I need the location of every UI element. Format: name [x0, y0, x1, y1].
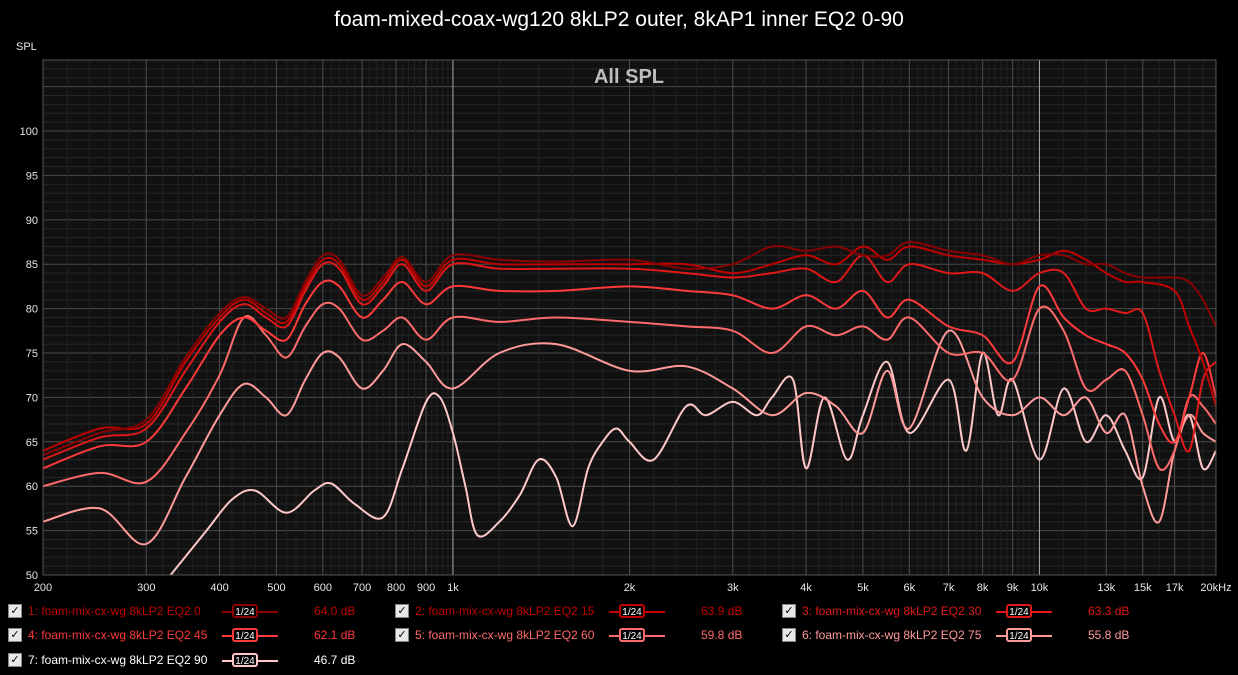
x-tick-label: 6k	[904, 582, 916, 594]
x-tick-label: 9k	[1007, 582, 1019, 594]
legend-item[interactable]: ✓ 4: foam-mix-cx-wg 8kLP2 EQ2 45 1/24 62.1 …	[8, 627, 388, 645]
series-line-7	[169, 351, 1217, 576]
x-tick-label: 500	[267, 582, 285, 594]
x-tick-label: 800	[387, 582, 405, 594]
legend-item[interactable]: ✓ 1: foam-mix-cx-wg 8kLP2 EQ2 0 1/24 64.0 d…	[8, 603, 388, 621]
y-tick-label: 100	[20, 126, 38, 138]
series-line-4	[42, 279, 1217, 470]
x-tick-label: 1k	[447, 582, 459, 594]
smoothing-badge[interactable]: 1/24	[232, 653, 258, 667]
legend-checkbox[interactable]: ✓	[395, 628, 409, 642]
legend-series-name: 4: foam-mix-cx-wg 8kLP2 EQ2 45	[28, 628, 208, 642]
y-tick-label: 65	[26, 437, 38, 449]
y-tick-label: 50	[26, 570, 38, 582]
legend-checkbox[interactable]: ✓	[782, 628, 796, 642]
x-tick-label: 7k	[943, 582, 955, 594]
x-tick-label: 2k	[624, 582, 636, 594]
y-axis-label: SPL	[16, 41, 37, 53]
legend-checkbox[interactable]: ✓	[8, 653, 22, 667]
y-tick-label: 80	[26, 304, 38, 316]
grid	[42, 59, 1217, 576]
axis-ticks: 200 300 400 500 600 700 800 900 1k 2k 3k 4k 5k 6k 7k 8k…	[20, 126, 1232, 594]
smoothing-badge[interactable]: 1/24	[619, 604, 645, 618]
x-tick-label: 5k	[857, 582, 869, 594]
y-tick-label: 95	[26, 170, 38, 182]
x-tick-label: 200	[34, 582, 52, 594]
legend-series-name: 1: foam-mix-cx-wg 8kLP2 EQ2 0	[28, 604, 201, 618]
legend-checkbox[interactable]: ✓	[8, 628, 22, 642]
x-tick-label: 8k	[977, 582, 989, 594]
series-line-6	[42, 329, 1217, 546]
y-tick-label: 90	[26, 215, 38, 227]
legend-item[interactable]: ✓ 3: foam-mix-cx-wg 8kLP2 EQ2 30 1/24 63.3 …	[782, 603, 1162, 621]
legend-item[interactable]: ✓ 2: foam-mix-cx-wg 8kLP2 EQ2 15 1/24 63.9 …	[395, 603, 775, 621]
smoothing-badge[interactable]: 1/24	[232, 628, 258, 642]
x-tick-label: 4k	[800, 582, 812, 594]
x-tick-label: 300	[137, 582, 155, 594]
legend-level-value: 63.9 dB	[701, 604, 743, 618]
legend-level-value: 59.8 dB	[701, 628, 743, 642]
x-tick-label: 15k	[1134, 582, 1152, 594]
y-tick-label: 85	[26, 259, 38, 271]
x-tick-label: 13k	[1097, 582, 1115, 594]
smoothing-badge[interactable]: 1/24	[232, 604, 258, 618]
y-tick-label: 70	[26, 392, 38, 404]
x-tick-label: 20kHz	[1200, 582, 1231, 594]
legend-series-name: 7: foam-mix-cx-wg 8kLP2 EQ2 90	[28, 653, 208, 667]
y-tick-label: 60	[26, 481, 38, 493]
legend-level-value: 63.3 dB	[1088, 604, 1130, 618]
smoothing-badge[interactable]: 1/24	[1006, 604, 1032, 618]
legend-series-name: 5: foam-mix-cx-wg 8kLP2 EQ2 60	[415, 628, 595, 642]
series-line-3	[42, 254, 1217, 461]
x-tick-label: 3k	[727, 582, 739, 594]
smoothing-badge[interactable]: 1/24	[1006, 628, 1032, 642]
legend-checkbox[interactable]: ✓	[8, 604, 22, 618]
legend-item[interactable]: ✓ 5: foam-mix-cx-wg 8kLP2 EQ2 60 1/24 59.8 …	[395, 627, 775, 645]
series-line-1	[42, 240, 1217, 457]
legend-series-name: 3: foam-mix-cx-wg 8kLP2 EQ2 30	[802, 604, 982, 618]
legend-level-value: 46.7 dB	[314, 653, 356, 667]
x-tick-label: 10k	[1031, 582, 1049, 594]
series-lines	[42, 240, 1217, 576]
smoothing-badge[interactable]: 1/24	[619, 628, 645, 642]
legend-checkbox[interactable]: ✓	[395, 604, 409, 618]
x-tick-label: 400	[210, 582, 228, 594]
legend-level-value: 64.0 dB	[314, 604, 356, 618]
legend-item[interactable]: ✓ 7: foam-mix-cx-wg 8kLP2 EQ2 90 1/24 46.7 …	[8, 652, 388, 670]
legend-item[interactable]: ✓ 6: foam-mix-cx-wg 8kLP2 EQ2 75 1/24 55.8 …	[782, 627, 1162, 645]
x-tick-label: 600	[314, 582, 332, 594]
legend-checkbox[interactable]: ✓	[782, 604, 796, 618]
all-spl-annotation: All SPL	[594, 66, 664, 88]
chart-title: foam-mixed-coax-wg120 8kLP2 outer, 8kAP1…	[334, 8, 904, 31]
series-line-5	[42, 301, 1217, 488]
x-tick-label: 900	[417, 582, 435, 594]
x-tick-label: 700	[353, 582, 371, 594]
plot-frame	[42, 59, 1217, 576]
y-tick-label: 75	[26, 348, 38, 360]
legend-level-value: 55.8 dB	[1088, 628, 1130, 642]
x-tick-label: 17k	[1166, 582, 1184, 594]
legend-series-name: 2: foam-mix-cx-wg 8kLP2 EQ2 15	[415, 604, 595, 618]
legend-level-value: 62.1 dB	[314, 628, 356, 642]
y-tick-label: 55	[26, 526, 38, 538]
legend-series-name: 6: foam-mix-cx-wg 8kLP2 EQ2 75	[802, 628, 982, 642]
